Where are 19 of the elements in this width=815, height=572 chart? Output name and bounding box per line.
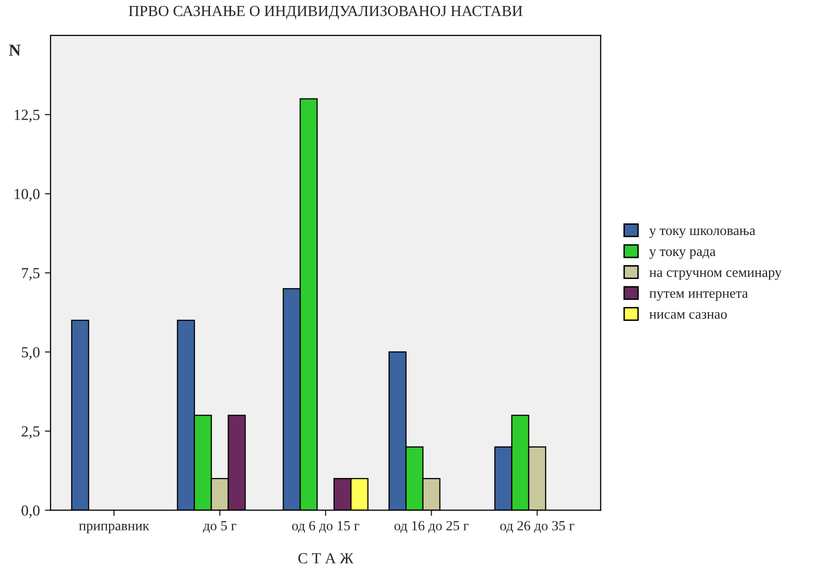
x-tick-label: до 5 г [203, 521, 236, 533]
legend-label: на стручном семинару [649, 270, 782, 280]
x-tick-label: од 6 до 15 г [292, 521, 360, 533]
legend-label: у току рада [649, 249, 716, 259]
legend-label: нисам сазнао [649, 312, 727, 319]
x-tick-label: од 26 до 35 г [500, 521, 574, 533]
x-tick-label: од 16 до 25 г [394, 521, 469, 533]
y-axis-title: N [9, 44, 21, 56]
y-tick-label: 0,0 [22, 505, 40, 518]
y-tick-label: 7,5 [22, 268, 40, 280]
y-tick-label: 2,5 [22, 426, 40, 439]
y-tick-label: 5,0 [22, 347, 40, 360]
y-tick-label: 10,0 [14, 188, 40, 202]
legend-label: у току школовања [649, 228, 756, 238]
y-tick-label: 12,5 [14, 110, 40, 122]
chart-title: ПРВО САЗНАЊЕ О ИНДИВИДУАЛИЗОВАНОЈ НАСТАВИ [128, 6, 522, 20]
legend-label: путем интернета [649, 291, 748, 301]
x-tick-label: приправник [78, 524, 150, 534]
x-axis-title: С Т А Ж [298, 553, 354, 564]
